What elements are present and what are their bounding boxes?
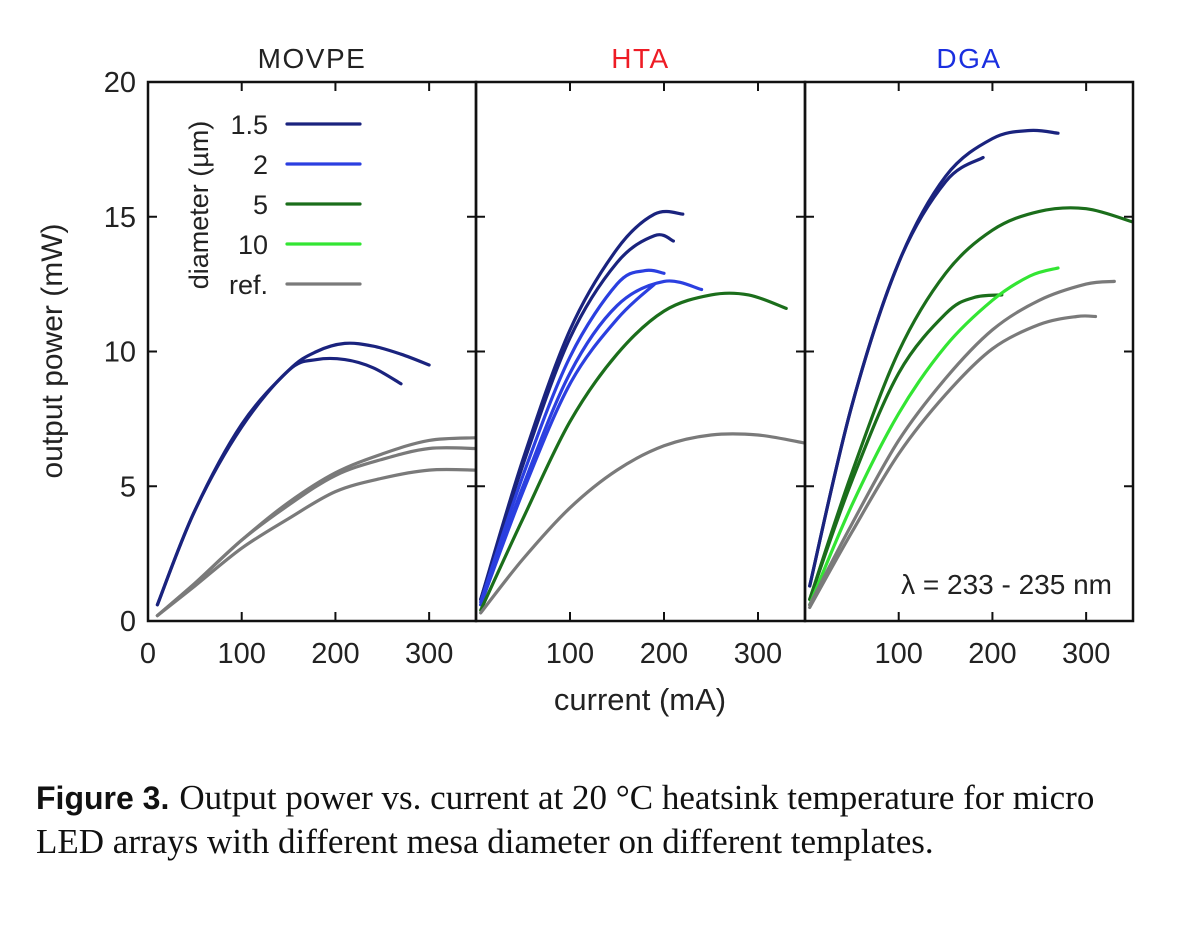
y-tick-label: 20 <box>104 67 136 99</box>
x-tick-label: 100 <box>875 638 923 670</box>
x-tick-label: 300 <box>405 638 453 670</box>
y-tick-label: 0 <box>120 606 136 638</box>
legend-label: 5 <box>253 190 268 220</box>
panel-frame <box>474 80 807 623</box>
legend: diameter (µm) 1.5 2 5 10 ref. <box>184 110 362 300</box>
series-line-hta-d2-4 <box>479 282 657 607</box>
legend-label: 1.5 <box>230 110 268 140</box>
series-line-hta-d1_5-1 <box>479 233 675 601</box>
x-tick-label: 100 <box>218 638 266 670</box>
series-line-dga-d10-4 <box>808 266 1060 607</box>
panel-title-dga: DGA <box>936 43 1001 74</box>
x-tick-label: 300 <box>1062 638 1110 670</box>
x-tick-label: 200 <box>968 638 1016 670</box>
series-line-movpe-ref-2 <box>155 436 476 618</box>
series-line-hta-ref-6 <box>479 432 805 615</box>
series-line-movpe-d1_5-1 <box>155 356 403 607</box>
series-line-movpe-ref-4 <box>155 467 476 618</box>
legend-title: diameter (µm) <box>184 121 214 290</box>
x-axis-label: current (mA) <box>554 682 726 717</box>
series-line-movpe-ref-3 <box>155 446 476 618</box>
x-tick-label: 100 <box>546 638 594 670</box>
panel-title-hta: HTA <box>611 43 669 74</box>
figure-chart: 0 100 200 300 MOVPE 100 200 300 HTA 100 200 300 DGA 0… <box>36 43 1135 717</box>
y-tick-label: 5 <box>120 471 136 503</box>
series-line-dga-d5-2 <box>808 206 1133 601</box>
panel-hta: 100 200 300 HTA <box>474 43 807 670</box>
y-tick-label: 10 <box>104 337 136 369</box>
series-line-hta-d2-2 <box>479 268 666 604</box>
axis-labels: output power (mW) current (mA) <box>36 223 726 717</box>
panel-title-movpe: MOVPE <box>258 43 367 74</box>
series-line-dga-ref-5 <box>808 279 1116 607</box>
series-line-dga-ref-6 <box>808 314 1098 610</box>
x-tick-label: 300 <box>734 638 782 670</box>
legend-label: 10 <box>238 230 268 260</box>
y-axis-label: output power (mW) <box>36 223 69 478</box>
legend-label: ref. <box>229 270 268 300</box>
series-line-hta-d5-5 <box>479 291 788 612</box>
series-line-dga-d5-3 <box>808 293 1004 601</box>
x-tick-label: 200 <box>640 638 688 670</box>
x-tick-label: 0 <box>140 638 156 670</box>
series-line-movpe-d1_5-0 <box>155 341 431 607</box>
caption-text: Output power vs. current at 20 °C heatsi… <box>36 778 1095 861</box>
caption-label: Figure 3. <box>36 780 170 816</box>
panels-layer: 0 100 200 300 MOVPE 100 200 300 HTA 100 200 300 DGA 0… <box>104 43 1135 670</box>
legend-label: 2 <box>253 150 268 180</box>
wavelength-annotation: λ = 233 - 235 nm <box>901 569 1112 600</box>
panel-dga: 100 200 300 DGA <box>803 43 1135 670</box>
y-tick-label: 15 <box>104 202 136 234</box>
series-line-dga-d1_5-1 <box>808 155 985 588</box>
figure-caption: Figure 3. Output power vs. current at 20 … <box>36 776 1166 864</box>
x-tick-label: 200 <box>311 638 359 670</box>
